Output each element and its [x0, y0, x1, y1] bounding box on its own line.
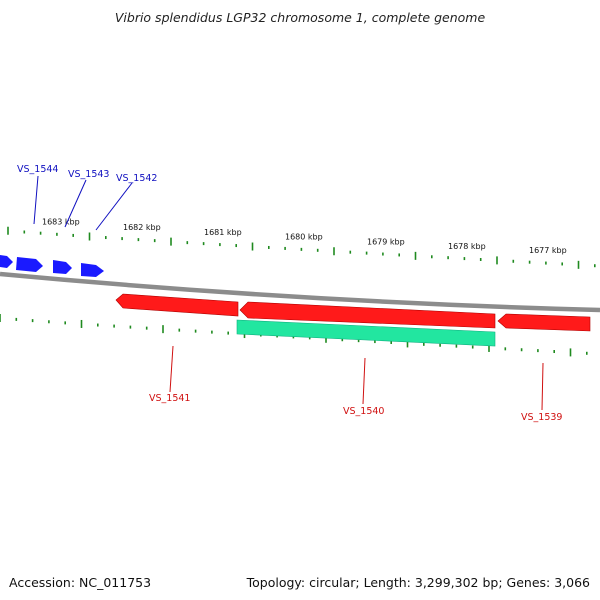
forward-genes — [0, 255, 104, 277]
inner-tick-row — [0, 314, 588, 357]
reverse-gene-arrow[interactable] — [115, 293, 239, 317]
chromosome-backbone — [0, 271, 600, 313]
gene-labels: VS_1544 VS_1543 VS_1542 VS_1541 VS_1540 … — [17, 164, 562, 423]
scale-label: 1682 kbp — [123, 223, 161, 232]
scale-label: 1683 kbp — [42, 218, 80, 227]
reverse-genes — [115, 293, 591, 332]
gene-label-vs-1542[interactable]: VS_1542 — [116, 173, 157, 184]
gene-label-vs-1539[interactable]: VS_1539 — [521, 412, 562, 423]
scale-label: 1678 kbp — [448, 242, 486, 251]
map-title: Vibrio splendidus LGP32 chromosome 1, co… — [114, 10, 486, 25]
rna-gene-block[interactable] — [236, 319, 496, 347]
reverse-gene-arrow[interactable] — [239, 301, 496, 329]
forward-gene-arrow[interactable] — [81, 263, 104, 277]
scale-labels: 1683 kbp 1682 kbp 1681 kbp 1680 kbp 1679 kbp… — [42, 218, 567, 256]
scale-label: 1677 kbp — [529, 246, 567, 255]
label-leader-lines — [33, 175, 544, 411]
scale-label: 1680 kbp — [285, 233, 323, 242]
reverse-gene-arrow[interactable] — [497, 313, 591, 332]
gene-label-vs-1541[interactable]: VS_1541 — [149, 393, 190, 404]
gene-label-vs-1544[interactable]: VS_1544 — [17, 164, 58, 175]
scale-label: 1679 kbp — [367, 237, 405, 246]
accession-text: Accession: NC_011753 — [9, 575, 152, 590]
scale-label: 1681 kbp — [204, 228, 242, 237]
gene-label-vs-1543[interactable]: VS_1543 — [68, 169, 109, 180]
gene-label-vs-1540[interactable]: VS_1540 — [343, 406, 384, 417]
outer-tick-row — [7, 226, 596, 269]
forward-gene-arrow[interactable] — [16, 257, 43, 272]
genome-summary-text: Topology: circular; Length: 3,299,302 bp… — [246, 575, 590, 590]
forward-gene-arrow[interactable] — [0, 255, 13, 268]
forward-gene-arrow[interactable] — [53, 260, 72, 274]
